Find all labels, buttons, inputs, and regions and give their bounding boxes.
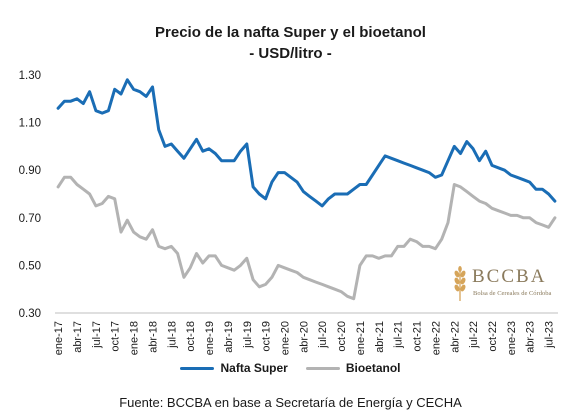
x-tick-label: oct-18 xyxy=(185,321,197,352)
logo-subtitle: Bolsa de Cereales de Córdoba xyxy=(473,290,552,297)
bccba-logo: BCCBA Bolsa de Cereales de Córdoba xyxy=(452,264,562,304)
x-tick-label: ene-18 xyxy=(129,321,141,355)
x-tick-label: abr-22 xyxy=(449,321,461,353)
series-line-bioetanol xyxy=(56,175,557,301)
y-tick-label: 0.50 xyxy=(19,260,41,272)
chart-legend: Nafta Super Bioetanol xyxy=(0,361,581,375)
source-note: Fuente: BCCBA en base a Secretaría de En… xyxy=(119,395,462,410)
x-tick-label: jul-19 xyxy=(242,321,254,349)
legend-swatch-bioetanol xyxy=(305,366,340,370)
x-tick-label: oct-22 xyxy=(487,321,499,352)
chart-subtitle: - USD/litro - xyxy=(249,45,332,62)
chart-title-block: Precio de la nafta Super y el bioetanol … xyxy=(0,22,581,64)
x-tick-label: jul-18 xyxy=(166,321,178,349)
x-tick-label: abr-20 xyxy=(298,321,310,353)
x-tick-label: ene-19 xyxy=(204,321,216,355)
x-tick-label: oct-19 xyxy=(261,321,273,352)
x-tick-label: jul-17 xyxy=(91,321,103,349)
x-tick-label: ene-23 xyxy=(506,321,518,355)
x-tick-label: jul-20 xyxy=(317,321,329,349)
x-tick-label: abr-19 xyxy=(223,321,235,353)
x-tick-label: oct-21 xyxy=(412,321,424,352)
x-tick-label: abr-23 xyxy=(525,321,537,353)
y-tick-label: 1.10 xyxy=(19,118,41,130)
y-tick-label: 0.90 xyxy=(19,165,41,177)
x-tick-label: oct-17 xyxy=(110,321,122,352)
wheat-icon xyxy=(454,266,466,301)
legend-item-nafta: Nafta Super xyxy=(180,361,288,375)
x-tick-label: ene-17 xyxy=(53,321,65,355)
x-tick-label: ene-22 xyxy=(430,321,442,355)
x-tick-label: abr-18 xyxy=(147,321,159,353)
legend-label-nafta: Nafta Super xyxy=(220,361,288,375)
x-tick-label: ene-21 xyxy=(355,321,367,355)
legend-label-bioetanol: Bioetanol xyxy=(345,361,401,375)
legend-swatch-nafta xyxy=(180,366,215,370)
x-tick-label: jul-21 xyxy=(393,321,405,349)
y-tick-label: 0.70 xyxy=(19,213,41,225)
chart-title: Precio de la nafta Super y el bioetanol xyxy=(155,24,426,41)
logo-name: BCCBA xyxy=(472,266,547,287)
x-tick-label: ene-20 xyxy=(279,321,291,355)
x-tick-label: oct-20 xyxy=(336,321,348,352)
legend-item-bioetanol: Bioetanol xyxy=(305,361,401,375)
x-tick-label: jul-23 xyxy=(544,321,556,349)
x-tick-label: abr-21 xyxy=(374,321,386,353)
x-tick-label: abr-17 xyxy=(72,321,84,353)
series-line-nafta-super xyxy=(56,78,557,208)
x-tick-label: jul-22 xyxy=(468,321,480,349)
y-tick-label: 0.30 xyxy=(19,308,41,320)
y-tick-label: 1.30 xyxy=(19,70,41,82)
